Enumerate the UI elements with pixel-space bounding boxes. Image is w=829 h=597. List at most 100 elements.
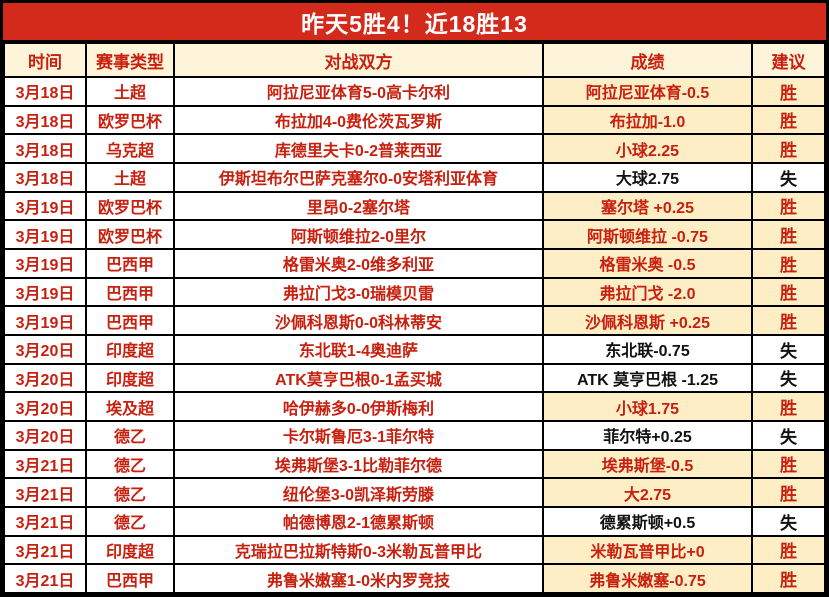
result-cell: 阿拉尼亚体育-0.5	[542, 76, 753, 107]
advice-cell: 失	[751, 362, 826, 394]
column-header-advice: 建议	[751, 42, 826, 78]
advice-cell: 胜	[751, 563, 826, 594]
advice-cell: 失	[751, 505, 826, 537]
table-row: 3月19日 欧罗巴杯 里昂0-2塞尔塔 塞尔塔 +0.25 胜	[3, 190, 826, 222]
table-row: 3月21日 德乙 帕德博恩2-1德累斯顿 德累斯顿+0.5 失	[3, 505, 826, 537]
table-row: 3月21日 德乙 埃弗斯堡3-1比勒菲尔德 埃弗斯堡-0.5 胜	[3, 448, 826, 480]
advice-cell: 胜	[751, 534, 826, 566]
column-header-league: 赛事类型	[85, 42, 175, 78]
record-banner: 昨天5胜4！近18胜13	[3, 3, 826, 42]
league-cell: 德乙	[85, 419, 175, 451]
league-cell: 印度超	[85, 333, 175, 365]
league-cell: 乌克超	[85, 133, 175, 164]
match-cell: ATK莫亨巴根0-1孟买城	[173, 362, 544, 394]
result-cell: 弗拉门戈 -2.0	[542, 276, 753, 308]
match-cell: 阿拉尼亚体育5-0高卡尔利	[173, 76, 544, 107]
league-cell: 巴西甲	[85, 276, 175, 308]
table-row: 3月19日 欧罗巴杯 阿斯顿维拉2-0里尔 阿斯顿维拉 -0.75 胜	[3, 219, 826, 250]
result-cell: ATK 莫亨巴根 -1.25	[542, 362, 753, 394]
table-row: 3月19日 巴西甲 沙佩科恩斯0-0科林蒂安 沙佩科恩斯 +0.25 胜	[3, 305, 826, 336]
result-cell: 大球2.75	[542, 161, 753, 193]
match-cell: 库德里夫卡0-2普莱西亚	[173, 133, 544, 164]
match-cell: 布拉加4-0费伦茨瓦罗斯	[173, 104, 544, 136]
table-row: 3月20日 德乙 卡尔斯鲁厄3-1菲尔特 菲尔特+0.25 失	[3, 419, 826, 451]
league-cell: 土超	[85, 161, 175, 193]
date-cell: 3月20日	[3, 391, 87, 422]
match-cell: 阿斯顿维拉2-0里尔	[173, 219, 544, 250]
result-cell: 德累斯顿+0.5	[542, 505, 753, 537]
advice-cell: 胜	[751, 276, 826, 308]
advice-cell: 失	[751, 419, 826, 451]
results-table: 时间 赛事类型 对战双方 成绩 建议 3月18日 土超 阿拉尼亚体育5-0高卡尔利阿…	[3, 42, 826, 594]
match-cell: 格雷米奥2-0维多利亚	[173, 247, 544, 279]
result-cell: 阿斯顿维拉 -0.75	[542, 219, 753, 250]
table-row: 3月21日 巴西甲 弗鲁米嫩塞1-0米内罗竞技 弗鲁米嫩塞-0.75 胜	[3, 563, 826, 594]
league-cell: 德乙	[85, 505, 175, 537]
date-cell: 3月19日	[3, 276, 87, 308]
advice-cell: 失	[751, 161, 826, 193]
table-row: 3月18日 欧罗巴杯 布拉加4-0费伦茨瓦罗斯 布拉加-1.0 胜	[3, 104, 826, 136]
result-cell: 埃弗斯堡-0.5	[542, 448, 753, 480]
table-row: 3月18日 土超 阿拉尼亚体育5-0高卡尔利 阿拉尼亚体育-0.5 胜	[3, 76, 826, 107]
match-cell: 伊斯坦布尔巴萨克塞尔0-0安塔利亚体育	[173, 161, 544, 193]
match-cell: 克瑞拉巴拉斯特斯0-3米勒瓦普甲比	[173, 534, 544, 566]
date-cell: 3月21日	[3, 563, 87, 594]
date-cell: 3月21日	[3, 448, 87, 480]
match-cell: 卡尔斯鲁厄3-1菲尔特	[173, 419, 544, 451]
league-cell: 德乙	[85, 448, 175, 480]
date-cell: 3月18日	[3, 104, 87, 136]
match-cell: 纽伦堡3-0凯泽斯劳滕	[173, 477, 544, 508]
date-cell: 3月18日	[3, 161, 87, 193]
league-cell: 欧罗巴杯	[85, 219, 175, 250]
table-row: 3月20日 印度超 ATK莫亨巴根0-1孟买城 ATK 莫亨巴根 -1.25 失	[3, 362, 826, 394]
column-header-date: 时间	[3, 42, 87, 78]
column-header-result: 成绩	[542, 42, 753, 78]
result-cell: 菲尔特+0.25	[542, 419, 753, 451]
advice-cell: 胜	[751, 305, 826, 336]
league-cell: 德乙	[85, 477, 175, 508]
league-cell: 欧罗巴杯	[85, 104, 175, 136]
match-cell: 哈伊赫多0-0伊斯梅利	[173, 391, 544, 422]
league-cell: 埃及超	[85, 391, 175, 422]
date-cell: 3月21日	[3, 505, 87, 537]
advice-cell: 胜	[751, 247, 826, 279]
advice-cell: 胜	[751, 477, 826, 508]
advice-cell: 胜	[751, 133, 826, 164]
advice-cell: 胜	[751, 76, 826, 107]
table-row: 3月21日 德乙 纽伦堡3-0凯泽斯劳滕 大2.75 胜	[3, 477, 826, 508]
result-cell: 米勒瓦普甲比+0	[542, 534, 753, 566]
advice-cell: 胜	[751, 448, 826, 480]
column-header-match: 对战双方	[173, 42, 544, 78]
league-cell: 欧罗巴杯	[85, 190, 175, 222]
table-row: 3月19日 巴西甲 格雷米奥2-0维多利亚 格雷米奥 -0.5 胜	[3, 247, 826, 279]
date-cell: 3月19日	[3, 305, 87, 336]
date-cell: 3月18日	[3, 76, 87, 107]
table-row: 3月18日 土超 伊斯坦布尔巴萨克塞尔0-0安塔利亚体育 大球2.75 失	[3, 161, 826, 193]
date-cell: 3月20日	[3, 419, 87, 451]
table-row: 3月20日 印度超 东北联1-4奥迪萨 东北联-0.75 失	[3, 333, 826, 365]
result-cell: 弗鲁米嫩塞-0.75	[542, 563, 753, 594]
result-cell: 沙佩科恩斯 +0.25	[542, 305, 753, 336]
date-cell: 3月19日	[3, 219, 87, 250]
advice-cell: 胜	[751, 104, 826, 136]
date-cell: 3月21日	[3, 477, 87, 508]
league-cell: 印度超	[85, 534, 175, 566]
league-cell: 巴西甲	[85, 247, 175, 279]
date-cell: 3月18日	[3, 133, 87, 164]
table-row: 3月21日 印度超 克瑞拉巴拉斯特斯0-3米勒瓦普甲比 米勒瓦普甲比+0 胜	[3, 534, 826, 566]
league-cell: 巴西甲	[85, 305, 175, 336]
match-cell: 沙佩科恩斯0-0科林蒂安	[173, 305, 544, 336]
result-cell: 东北联-0.75	[542, 333, 753, 365]
match-cell: 东北联1-4奥迪萨	[173, 333, 544, 365]
result-cell: 大2.75	[542, 477, 753, 508]
advice-cell: 胜	[751, 190, 826, 222]
date-cell: 3月20日	[3, 333, 87, 365]
advice-cell: 胜	[751, 391, 826, 422]
table-row: 3月19日 巴西甲 弗拉门戈3-0瑞模贝雷 弗拉门戈 -2.0 胜	[3, 276, 826, 308]
league-cell: 巴西甲	[85, 563, 175, 594]
table-row: 3月18日 乌克超 库德里夫卡0-2普莱西亚 小球2.25 胜	[3, 133, 826, 164]
advice-cell: 胜	[751, 219, 826, 250]
date-cell: 3月19日	[3, 190, 87, 222]
advice-cell: 失	[751, 333, 826, 365]
